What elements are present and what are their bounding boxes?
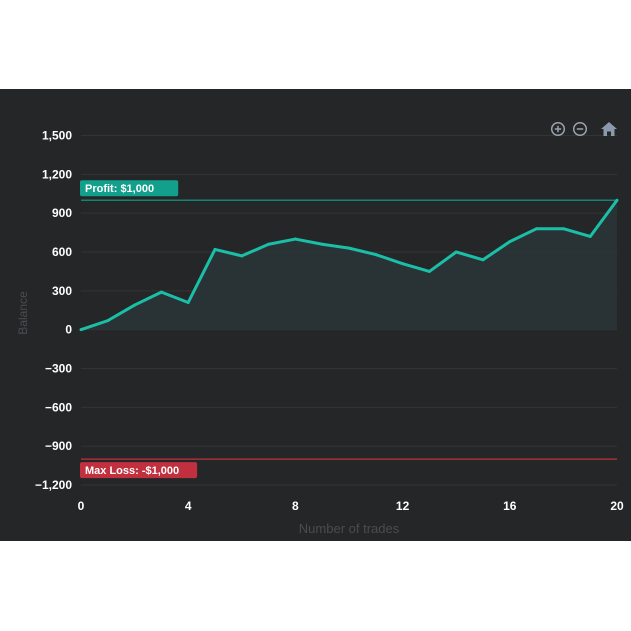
y-tick-label: 900 [52, 206, 72, 220]
zoom-out-icon[interactable] [572, 121, 588, 137]
x-tick-label: 20 [610, 499, 624, 513]
y-tick-label: −900 [45, 439, 72, 453]
data-point [186, 300, 190, 304]
data-point [508, 240, 512, 244]
home-icon[interactable] [600, 120, 618, 138]
data-point [159, 290, 163, 294]
y-tick-label: 300 [52, 284, 72, 298]
y-tick-label: 1,500 [42, 128, 72, 142]
y-tick-label: 0 [65, 323, 72, 337]
y-axis-title: Balance [16, 291, 30, 335]
x-tick-label: 4 [185, 499, 192, 513]
data-point [535, 227, 539, 231]
x-tick-label: 16 [503, 499, 517, 513]
y-tick-label: 600 [52, 245, 72, 259]
y-tick-label: −300 [45, 362, 72, 376]
y-tick-label: −600 [45, 400, 72, 414]
data-point [454, 250, 458, 254]
x-tick-label: 8 [292, 499, 299, 513]
data-point [427, 269, 431, 273]
profit-badge [80, 180, 179, 197]
zoom-in-icon[interactable] [550, 121, 566, 137]
data-point [267, 242, 271, 246]
y-tick-label: 1,200 [42, 167, 72, 181]
data-point [293, 237, 297, 241]
data-point [320, 242, 324, 246]
data-point [401, 262, 405, 266]
reference-lines: Profit: $1,000 Max Loss: -$1,000 [80, 180, 617, 479]
profit-label: Profit: $1,000 [85, 183, 154, 195]
y-tick-label: −1,200 [35, 478, 72, 492]
data-point [79, 328, 83, 332]
x-tick-label: 0 [78, 499, 85, 513]
y-tick-labels: 1,500 1,200 900 600 300 0 −300 −600 −900 −1,200 [35, 128, 72, 492]
data-point [481, 258, 485, 262]
area-layer [81, 200, 617, 330]
balance-area [81, 200, 617, 330]
data-point [133, 303, 137, 307]
x-axis-title: Number of trades [299, 521, 400, 536]
data-point [106, 319, 110, 323]
data-point [213, 247, 217, 251]
x-tick-labels: 0 4 8 12 16 20 [78, 499, 624, 513]
loss-badge [80, 462, 198, 479]
data-point [588, 234, 592, 238]
data-point [347, 246, 351, 250]
data-point [615, 198, 619, 202]
loss-label: Max Loss: -$1,000 [85, 465, 179, 477]
line-layer [79, 198, 619, 332]
data-point [561, 227, 565, 231]
data-point [374, 253, 378, 257]
chart-toolbar [550, 120, 618, 138]
x-tick-label: 12 [396, 499, 410, 513]
data-point [240, 254, 244, 258]
